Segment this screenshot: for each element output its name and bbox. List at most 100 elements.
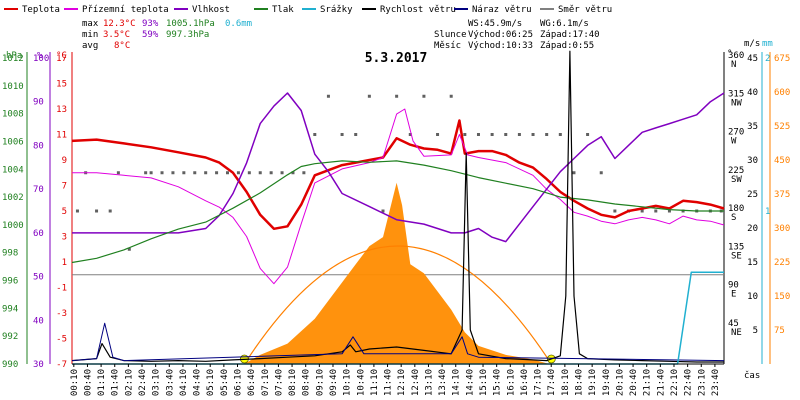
wind-direction-point xyxy=(171,171,175,175)
moon-label: Měsíc xyxy=(434,41,461,51)
tick-dir-name: NE xyxy=(731,328,742,338)
x-tick-label: 16:40 xyxy=(520,369,530,396)
wind-direction-point xyxy=(490,133,494,136)
x-tick-label: 04:10 xyxy=(179,369,189,396)
x-tick-label: 06:10 xyxy=(234,369,244,396)
x-tick-label: 21:10 xyxy=(643,369,653,396)
wind-direction-point xyxy=(280,171,284,175)
tick-mm: 1 xyxy=(765,207,770,217)
tick-pct: 60 xyxy=(33,229,44,239)
wind-direction-point xyxy=(558,133,562,136)
tick-wm2: 675 xyxy=(774,54,790,64)
legend-label: Vlhkost xyxy=(192,5,230,15)
wind-direction-point xyxy=(654,209,658,213)
series-line xyxy=(72,108,725,285)
moon-set: Západ:0:55 xyxy=(540,41,594,51)
tick-pct: 50 xyxy=(33,273,44,283)
tick-pct: 100 xyxy=(33,54,49,64)
sun-label: Slunce xyxy=(434,30,467,40)
wind-direction-point xyxy=(463,133,467,136)
wind-direction-point xyxy=(160,171,164,175)
x-tick-label: 23:40 xyxy=(711,369,721,396)
x-tick-label: 15:10 xyxy=(479,369,489,396)
sun-arc xyxy=(243,245,552,365)
x-tick-label: 09:10 xyxy=(315,369,325,396)
stat-wg: WG:6.1m/s xyxy=(540,19,589,29)
x-tick-label: 01:40 xyxy=(111,369,121,396)
x-tick-label: 14:40 xyxy=(465,369,475,396)
x-tick-label: 02:40 xyxy=(138,369,148,396)
x-tick-label: 22:40 xyxy=(684,369,694,396)
axis-ms-label: m/s xyxy=(744,39,760,49)
wind-direction-point xyxy=(127,247,131,251)
tick-wm2: 450 xyxy=(774,156,790,166)
tick-pct: 40 xyxy=(33,316,44,326)
wind-direction-point xyxy=(236,171,240,175)
sun-rise: Východ:06:25 xyxy=(468,30,533,40)
tick-wm2: 225 xyxy=(774,258,790,268)
legend-label: Srážky xyxy=(320,5,353,15)
wind-direction-point xyxy=(340,133,344,136)
wind-direction-point xyxy=(681,209,685,213)
x-tick-label: 23:10 xyxy=(697,369,707,396)
x-tick-label: 00:10 xyxy=(70,369,80,396)
stat-max-rain: 0.6mm xyxy=(225,19,252,29)
tick-dir: 180 xyxy=(728,204,744,214)
x-tick-label: 08:10 xyxy=(288,369,298,396)
x-tick-label: 10:40 xyxy=(356,369,366,396)
wind-direction-point xyxy=(269,171,273,175)
x-tick-label: 21:40 xyxy=(656,369,666,396)
tick-celsius: -5 xyxy=(56,335,67,345)
wind-direction-point xyxy=(258,171,262,175)
tick-wm2: 150 xyxy=(774,292,790,302)
tick-celsius: 1 xyxy=(62,258,67,268)
wind-direction-point xyxy=(408,133,412,136)
x-tick-label: 18:40 xyxy=(575,369,585,396)
tick-hpa: 998 xyxy=(2,249,18,259)
x-tick-label: 15:40 xyxy=(493,369,503,396)
tick-ms: 20 xyxy=(747,224,758,234)
wind-direction-point xyxy=(367,94,371,98)
x-tick-label: 13:40 xyxy=(438,369,448,396)
tick-hpa: 990 xyxy=(2,360,18,370)
tick-celsius: 11 xyxy=(56,131,67,141)
tick-celsius: 17 xyxy=(56,54,67,64)
tick-ms: 10 xyxy=(747,292,758,302)
x-tick-label: 17:40 xyxy=(547,369,557,396)
x-tick-label: 00:40 xyxy=(83,369,93,396)
wind-direction-point xyxy=(613,209,617,213)
x-tick-label: 02:10 xyxy=(124,369,134,396)
wind-direction-point xyxy=(193,171,197,175)
x-tick-label: 12:40 xyxy=(411,369,421,396)
stat-max-label: max xyxy=(82,19,99,29)
x-tick-label: 12:10 xyxy=(397,369,407,396)
tick-pct: 80 xyxy=(33,141,44,151)
stat-ws: WS:45.9m/s xyxy=(468,19,522,29)
x-tick-label: 05:10 xyxy=(206,369,216,396)
series-line xyxy=(71,322,725,362)
wind-direction-point xyxy=(640,209,644,213)
series-line xyxy=(71,119,725,231)
wind-direction-point xyxy=(326,94,330,98)
tick-celsius: 3 xyxy=(62,233,67,243)
legend-label: Náraz větru xyxy=(472,5,532,15)
moon-rise: Východ:10:33 xyxy=(468,41,533,51)
tick-dir: 315 xyxy=(728,89,744,99)
wind-direction-point xyxy=(517,133,521,136)
tick-mm: 2 xyxy=(765,54,770,64)
stat-max-hum: 93% xyxy=(142,19,159,29)
legend-label: Tlak xyxy=(272,5,294,15)
stat-max-press: 1005.1hPa xyxy=(166,19,215,29)
tick-pct: 90 xyxy=(33,98,44,108)
wind-direction-point xyxy=(545,133,549,136)
x-tick-label: 20:40 xyxy=(629,369,639,396)
stat-max-temp: 12.3°C xyxy=(103,19,136,29)
wind-direction-point xyxy=(476,133,480,136)
x-tick-label: 07:10 xyxy=(261,369,271,396)
tick-pct: 30 xyxy=(33,360,44,370)
x-tick-label: 14:10 xyxy=(452,369,462,396)
tick-dir-name: NW xyxy=(731,98,742,108)
x-tick-label: 11:40 xyxy=(384,369,394,396)
tick-hpa: 1004 xyxy=(2,165,24,175)
tick-ms: 15 xyxy=(747,258,758,268)
